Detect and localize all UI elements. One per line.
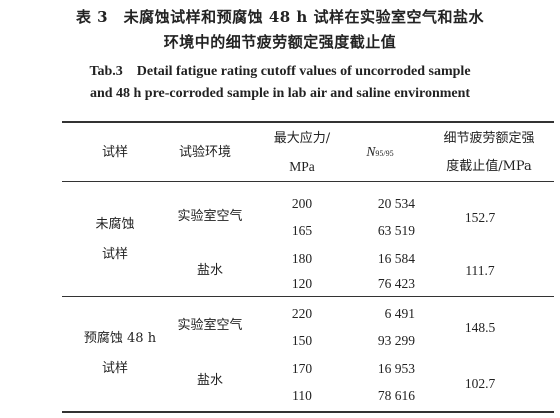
group2-sample-line1: 预腐蚀 48 h xyxy=(83,331,157,346)
group2-env2-n1: 16 953 xyxy=(377,361,415,376)
header-max-stress-line2: MPa xyxy=(289,159,315,174)
group1-env2-stress2: 120 xyxy=(291,276,313,291)
group2-env1-name: 实验室空气 xyxy=(177,318,243,333)
group2-env2-stress2: 110 xyxy=(292,388,312,403)
group1-env1-n1: 20 534 xyxy=(377,196,415,211)
table-caption-zh-line2: 环境中的细节疲劳额定强度截止值 xyxy=(163,33,397,51)
group1-env1-stress1: 200 xyxy=(291,196,313,211)
group1-env1-n2: 63 519 xyxy=(377,223,415,238)
group2-env2-n2: 78 616 xyxy=(377,388,415,403)
group1-env1-dfr: 152.7 xyxy=(464,210,496,225)
group2-env1-dfr: 148.5 xyxy=(464,320,496,335)
table-bottom-rule xyxy=(62,411,554,413)
header-dfr-line2: 度截止值/MPa xyxy=(446,159,532,174)
header-dfr: 细节疲劳额定强 度截止值/MPa xyxy=(425,125,553,181)
group1-env1-stress2: 165 xyxy=(291,223,313,238)
header-environment: 试验环境 xyxy=(178,145,231,160)
group1-env2-dfr: 111.7 xyxy=(465,263,495,278)
table-caption-en-line2: and 48 h pre-corroded sample in lab air … xyxy=(89,86,471,101)
group2-env2-name: 盐水 xyxy=(196,373,223,388)
header-n95: N95/95 xyxy=(345,144,415,162)
group2-env1-stress2: 150 xyxy=(291,333,313,348)
header-max-stress: 最大应力/ MPa xyxy=(262,125,342,181)
group1-env2-name: 盐水 xyxy=(196,263,223,278)
header-n-symbol: N xyxy=(366,144,376,159)
group2-env1-stress1: 220 xyxy=(291,306,313,321)
table-caption-en-line1: Tab.3 Detail fatigue rating cutoff value… xyxy=(89,64,471,79)
header-dfr-line1: 细节疲劳额定强 xyxy=(443,131,535,146)
group1-env2-stress1: 180 xyxy=(291,251,313,266)
header-sample: 试样 xyxy=(101,145,128,160)
group1-sample-line1: 未腐蚀 xyxy=(95,217,135,232)
table-caption-zh-line1: 表 3 未腐蚀试样和预腐蚀 48 h 试样在实验室空气和盐水 xyxy=(75,8,485,26)
group2-env1-n2: 93 299 xyxy=(377,333,415,348)
group1-sample-line2: 试样 xyxy=(101,247,128,262)
group2-sample-line2: 试样 xyxy=(101,361,128,376)
group2-env2-stress1: 170 xyxy=(291,361,313,376)
table-top-rule xyxy=(62,121,554,123)
header-max-stress-line1: 最大应力/ xyxy=(273,131,331,146)
group2-env2-dfr: 102.7 xyxy=(464,376,496,391)
group1-env2-n2: 76 423 xyxy=(377,276,415,291)
table-header-rule xyxy=(62,181,554,182)
header-n-subscript: 95/95 xyxy=(375,149,394,158)
table-group-divider xyxy=(62,296,554,297)
group2-env1-n1: 6 491 xyxy=(384,306,415,321)
group1-env1-name: 实验室空气 xyxy=(177,209,243,224)
group1-env2-n1: 16 584 xyxy=(377,251,415,266)
